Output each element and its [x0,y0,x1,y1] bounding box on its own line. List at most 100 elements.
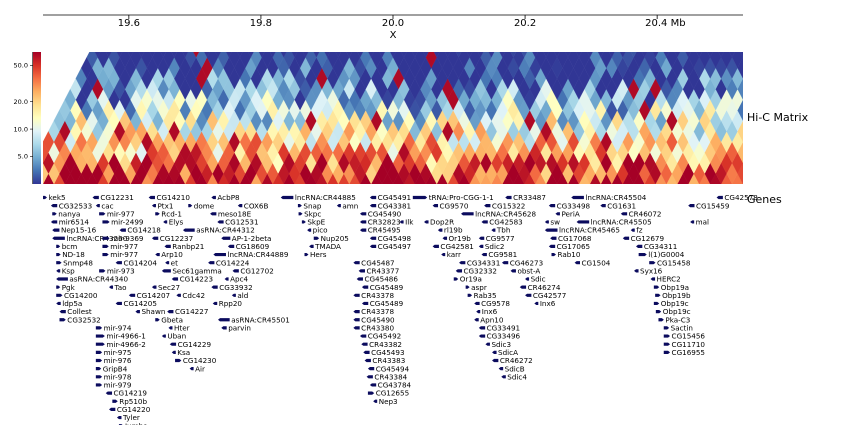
gene-arrow-reverse [369,383,377,387]
gene-label: CG45487 [361,258,394,267]
hic-cell [754,47,765,68]
hic-cell [765,89,776,110]
gene-label: CG45490 [368,209,402,218]
gene-arrow-reverse [505,195,512,200]
gene-arrow-reverse [574,261,581,265]
gene-feature: CG45490 [353,315,395,324]
hic-cell [619,52,626,58]
gene-feature: CG14230 [175,356,217,365]
gene-arrow-reverse [548,244,556,248]
gene-arrow-reverse [151,236,159,240]
gene-label: cac [101,201,113,210]
gene-arrow-reverse [432,244,439,248]
gene-feature: CR43378 [353,291,394,300]
gene-feature: Pka-C3 [658,315,690,324]
gene-feature: CG14205 [115,299,157,308]
gene-arrow-reverse [544,220,549,224]
hic-cell [466,52,473,58]
gene-label: Shawn [141,307,165,316]
gene-feature: CR46274 [519,283,561,292]
gene-label: Rcd-1 [161,209,182,218]
gene-label: Obp19a [661,283,689,292]
hic-cell [770,142,781,163]
hic-cell [390,52,396,58]
gene-feature: CG33491 [478,324,520,333]
gene-feature: Nep15-16 [52,226,97,235]
gene-label: Gbeta [161,315,183,324]
gene-arrow-forward [301,220,306,224]
gene-arrow-reverse [690,220,695,224]
gene-label: tRNA:Pro-CGG-1-1 [429,193,494,202]
gene-arrow-reverse [525,293,532,297]
gene-label: ND-18 [62,250,85,259]
gene-feature: Shawn [135,307,165,316]
hic-cell [226,52,232,58]
gene-feature: Ksa [171,348,190,357]
gene-feature: CG45494 [367,364,410,373]
gene-feature: mir-4966-1 [95,332,146,341]
hic-cell [748,78,759,99]
gene-feature: Obp19a [653,283,689,292]
gene-feature: CG12702 [232,266,274,275]
hic-cell [335,52,342,58]
gene-arrow-forward [663,350,671,354]
hic-cell [641,52,648,58]
gene-arrow-reverse [115,261,122,265]
gene-feature: CG14200 [56,291,98,300]
gene-label: mir-976 [104,356,132,365]
hic-cell [236,52,243,58]
gene-feature: CG9570 [432,201,469,210]
gene-label: lncRNA:CR43260 [66,234,127,243]
gene-label: mal [696,218,709,227]
gene-label: Apc4 [230,275,248,284]
hic-cell [193,52,200,58]
gene-feature: CG33932 [211,283,253,292]
gene-arrow-reverse [280,195,294,200]
gene-feature: obst-A [510,266,540,275]
hic-cell [554,52,560,58]
gene-label: CG45490 [361,315,395,324]
hic-cell [477,52,484,58]
gene-feature: Nup205 [313,234,349,243]
gene-feature: Skpc [298,209,321,218]
gene-feature: CG15459 [688,201,730,210]
gene-label: CG33498 [557,201,591,210]
gene-label: lncRNA:CR44885 [295,193,356,202]
gene-arrow-reverse [116,415,122,420]
gene-feature: lncRNA:CR45504 [571,193,647,202]
gene-arrow-reverse [534,301,539,306]
gene-label: CG9578 [481,299,510,308]
gene-feature: lncRNA:CR45465 [544,226,620,235]
hic-cell [825,36,836,57]
gene-feature: mal [690,218,709,227]
gene-arrow-reverse [548,204,556,208]
gene-label: Nup205 [321,234,349,243]
gene-arrow-reverse [183,228,195,232]
hic-cell [770,57,781,78]
gene-arrow-forward [95,383,103,387]
gene-label: ldp5a [62,299,82,308]
gene-label: CG14205 [123,299,156,308]
gene-arrow-reverse [232,269,239,273]
gene-arrow-reverse [148,195,155,200]
gene-feature: Sdic4 [501,372,527,381]
gene-feature: kek5 [43,193,66,202]
gene-label: Sactin [671,324,693,333]
gene-arrow-reverse [237,204,243,208]
gene-arrow-reverse [442,236,448,240]
hic-cell [116,52,123,58]
gene-feature: meso18E [210,209,252,218]
gene-feature: lncRNA:CR43260 [52,234,128,243]
gene-arrow-reverse [361,285,369,289]
gene-feature: CG32532 [59,315,101,324]
hic-cell [754,152,765,173]
gene-feature: CG1504 [574,258,611,267]
gene-arrow-reverse [353,261,360,265]
gene-feature: Dop2R [424,218,454,227]
gene-feature: CG15456 [663,332,705,341]
gene-label: mir-4966-2 [106,340,146,349]
gene-arrow-reverse [555,212,560,216]
gene-arrow-reverse [50,220,58,224]
x-axis-label: X [390,30,397,41]
gene-feature: sw [544,218,560,227]
